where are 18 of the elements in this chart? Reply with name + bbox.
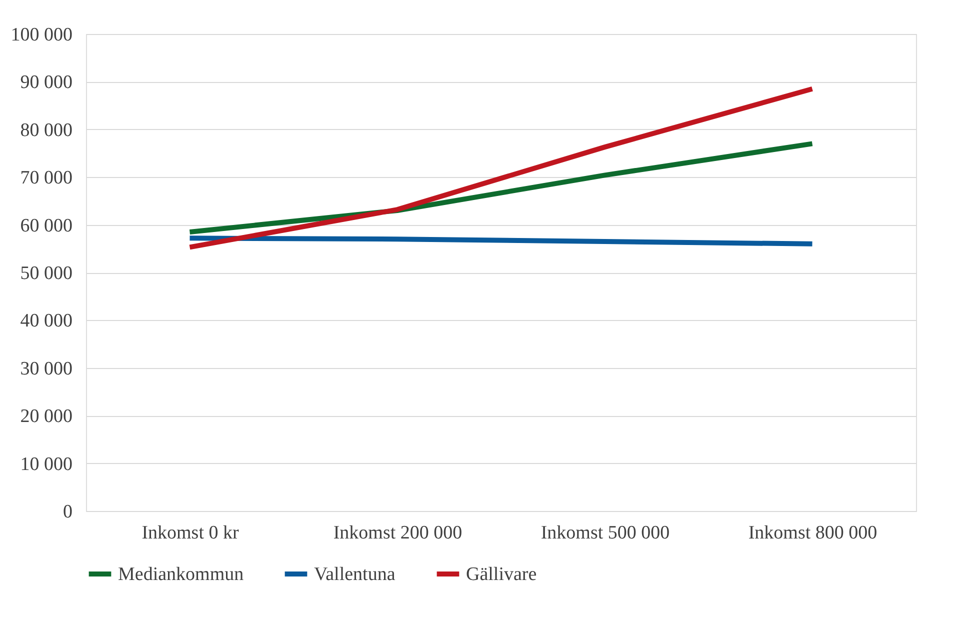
y-tick-label: 60 000 (20, 215, 72, 236)
y-tick-label: 50 000 (20, 263, 72, 284)
y-tick-label: 20 000 (20, 406, 72, 428)
x-tick-label: Inkomst 500 000 (540, 522, 670, 544)
x-tick-label: Inkomst 0 kr (142, 522, 240, 544)
y-tick-label: 40 000 (20, 310, 72, 332)
x-tick-label: Inkomst 200 000 (333, 522, 462, 544)
legend-label: Mediankommun (118, 564, 244, 585)
x-tick-label: Inkomst 800 000 (748, 522, 878, 544)
legend-label: Gällivare (466, 564, 537, 585)
y-tick-label: 100 000 (10, 24, 72, 46)
legend-label: Vallentuna (314, 564, 396, 585)
y-tick-label: 10 000 (20, 454, 72, 475)
y-tick-label: 70 000 (20, 168, 72, 189)
y-tick-label: 90 000 (20, 72, 72, 94)
y-tick-label: 80 000 (20, 120, 72, 141)
y-tick-label: 0 (63, 502, 72, 522)
y-tick-label: 30 000 (20, 358, 72, 380)
